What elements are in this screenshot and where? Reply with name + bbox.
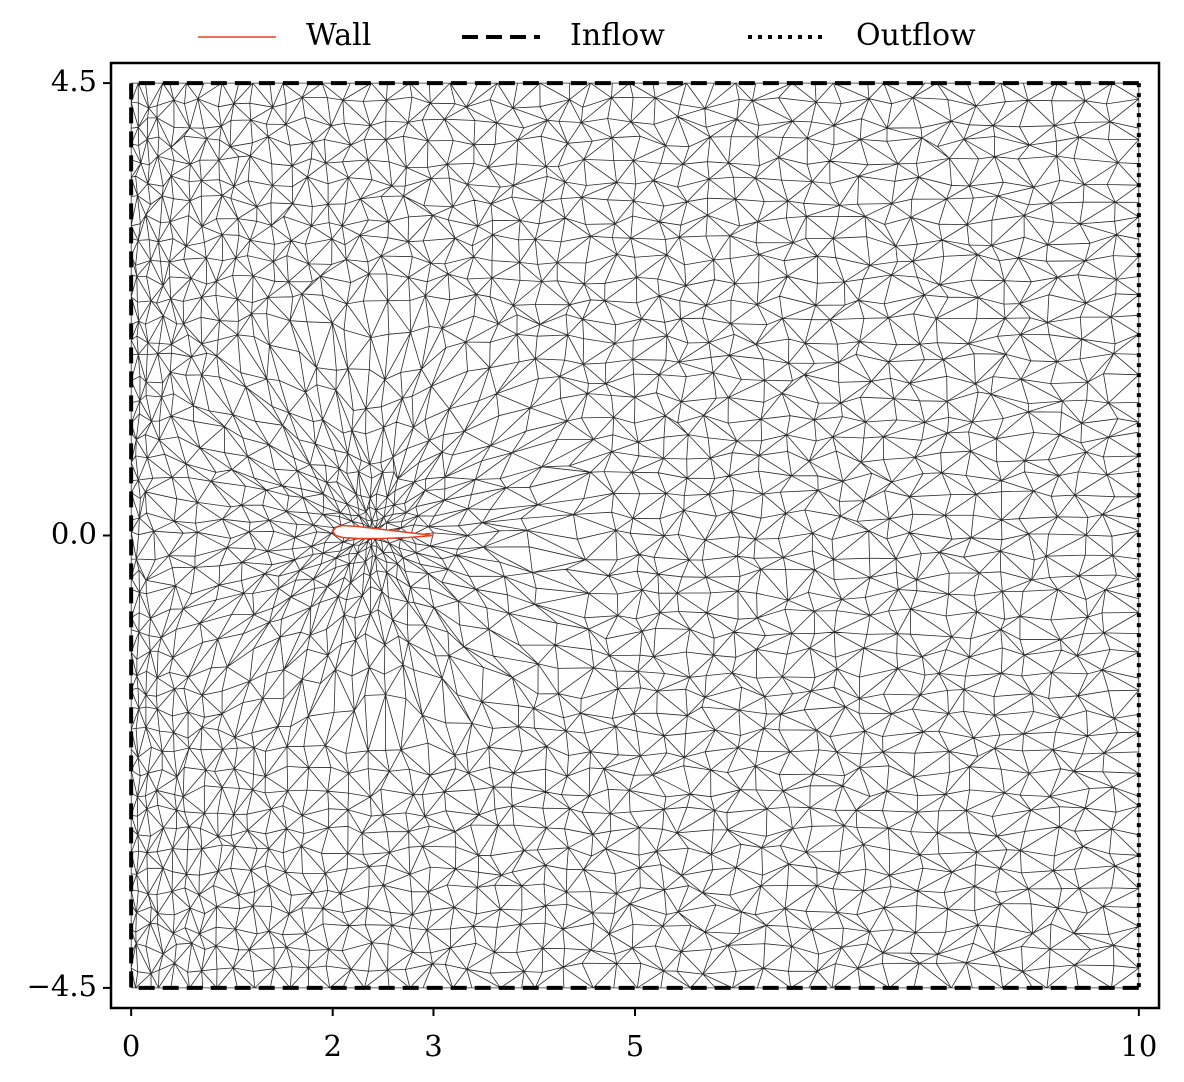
mesh-edges xyxy=(130,82,1140,989)
series-line xyxy=(331,524,434,540)
x-tick-label: 2 xyxy=(323,1029,341,1063)
legend-label: Outflow xyxy=(856,18,976,53)
x-tick-label: 10 xyxy=(1120,1029,1157,1063)
legend-label: Inflow xyxy=(570,18,665,53)
mesh-layer xyxy=(130,82,1140,989)
y-tick-label: −4.5 xyxy=(27,969,97,1003)
plot-layer xyxy=(129,81,1141,990)
y-tick-label: 4.5 xyxy=(51,64,97,98)
y-tick-label: 0.0 xyxy=(51,517,97,551)
x-tick-label: 0 xyxy=(122,1029,140,1063)
x-tick-label: 3 xyxy=(424,1029,442,1063)
legend-label: Wall xyxy=(306,18,371,53)
x-tick-label: 5 xyxy=(626,1029,644,1063)
